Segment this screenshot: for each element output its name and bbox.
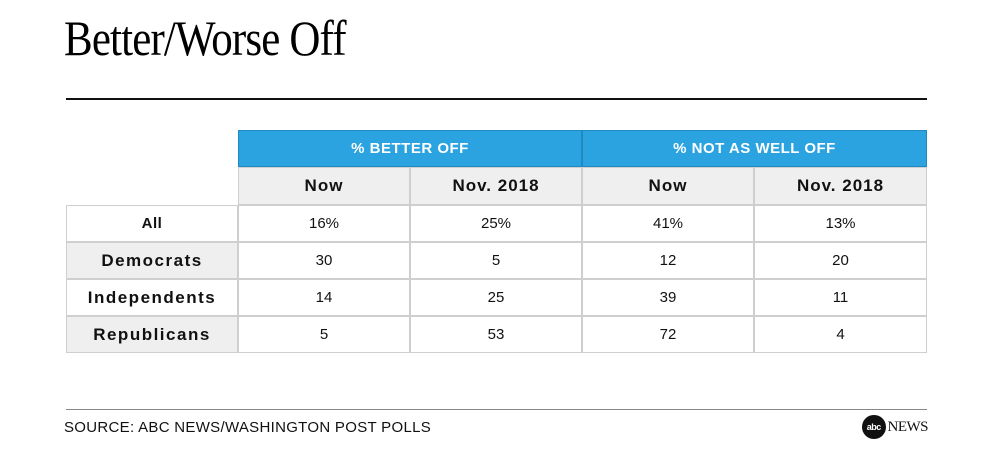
table-cell: 30 [238, 242, 410, 279]
table-cell: 53 [410, 316, 582, 353]
table-cell: 16% [238, 205, 410, 242]
column-header: Now [582, 167, 754, 205]
abc-logo-mark: abc [862, 415, 886, 439]
row-label: All [66, 205, 238, 242]
table-cell: 25% [410, 205, 582, 242]
data-table: % BETTER OFF % NOT AS WELL OFF Now Nov. … [66, 130, 927, 353]
row-label: Democrats [66, 242, 238, 279]
table-cell: 39 [582, 279, 754, 316]
table-cell: 4 [754, 316, 927, 353]
top-divider [66, 98, 927, 100]
logo-text: NEWS [887, 418, 929, 435]
table-cell: 5 [410, 242, 582, 279]
table-cell: 12 [582, 242, 754, 279]
page-title: Better/Worse Off [64, 10, 347, 66]
table-cell: 5 [238, 316, 410, 353]
column-header: Nov. 2018 [410, 167, 582, 205]
group-header-better-off: % BETTER OFF [238, 130, 582, 167]
row-label: Independents [66, 279, 238, 316]
abc-news-logo: abc NEWS [862, 414, 928, 440]
bottom-divider [66, 409, 927, 410]
table-cell: 20 [754, 242, 927, 279]
column-header: Now [238, 167, 410, 205]
table-cell: 72 [582, 316, 754, 353]
column-header: Nov. 2018 [754, 167, 927, 205]
source-note: SOURCE: ABC NEWS/WASHINGTON POST POLLS [64, 419, 432, 436]
table-cell: 13% [754, 205, 927, 242]
table-cell: 14 [238, 279, 410, 316]
table-cell: 25 [410, 279, 582, 316]
table-cell: 11 [754, 279, 927, 316]
row-label: Republicans [66, 316, 238, 353]
table-cell: 41% [582, 205, 754, 242]
group-header-not-as-well-off: % NOT AS WELL OFF [582, 130, 927, 167]
